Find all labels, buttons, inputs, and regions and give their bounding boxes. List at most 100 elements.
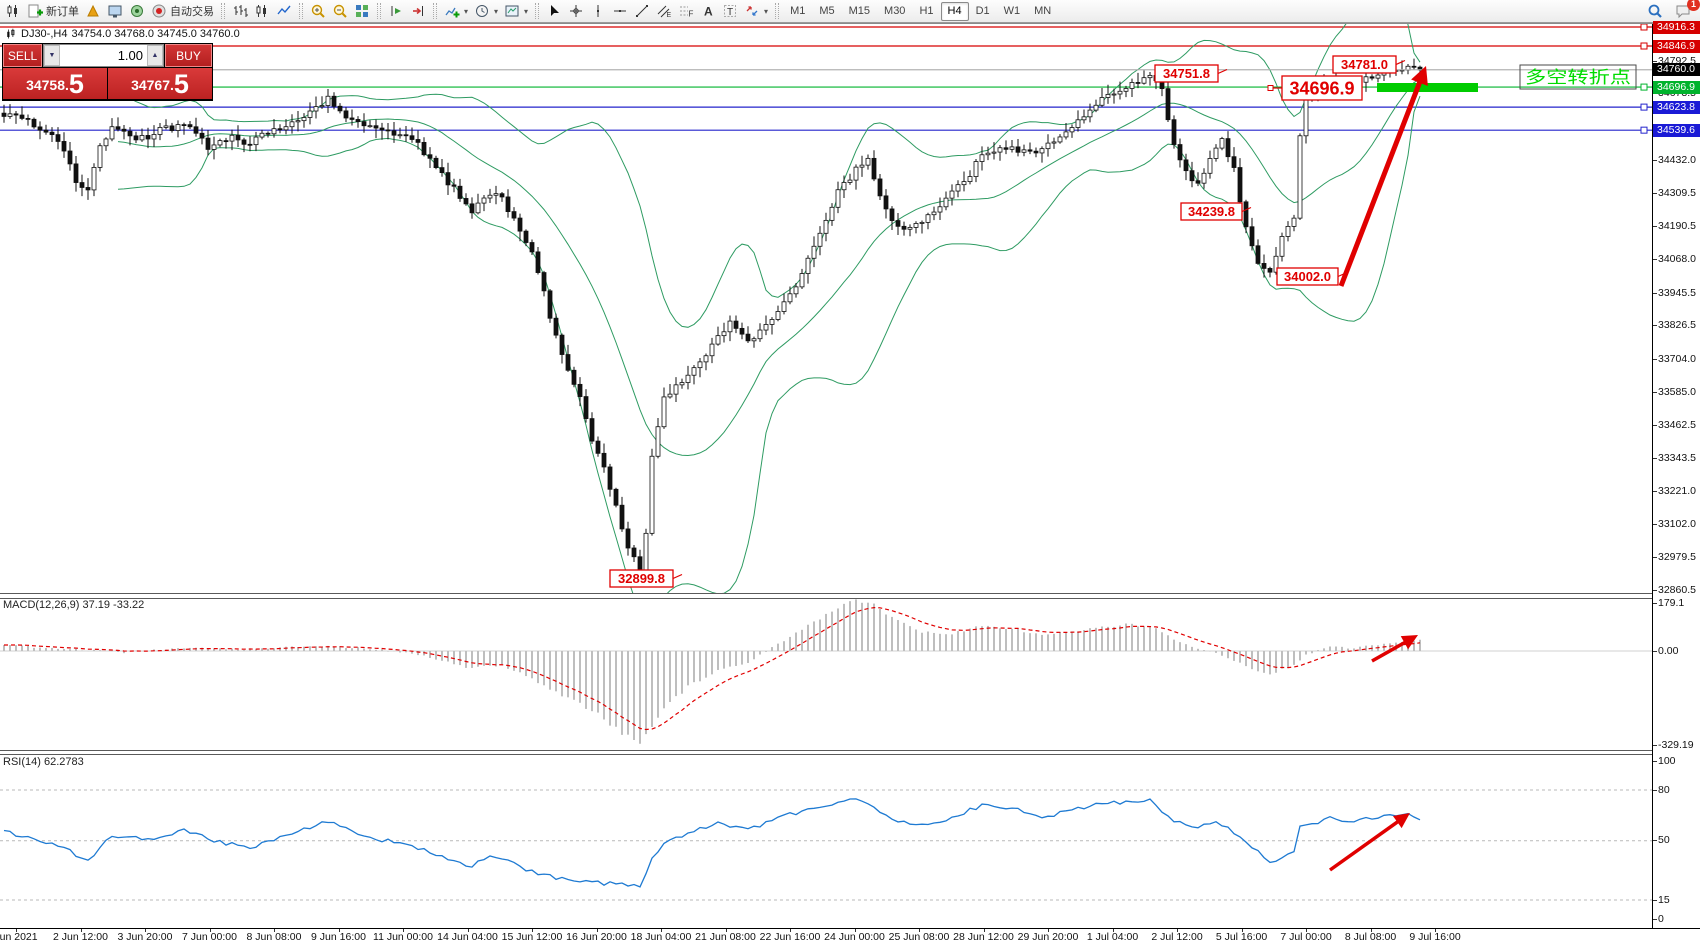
indicators-button[interactable]: ▾	[441, 2, 471, 21]
svg-text:34781.0: 34781.0	[1341, 57, 1388, 72]
time-tick-label: 9 Jul 16:00	[1409, 931, 1461, 943]
notifications-button[interactable]: 1	[1672, 0, 1700, 21]
text-button[interactable]: A	[697, 2, 719, 21]
new-order-button[interactable]: 新订单	[24, 2, 82, 21]
tile-windows-button[interactable]	[351, 2, 373, 21]
sell-price-display[interactable]: 34758. 5	[3, 68, 107, 99]
market-watch-button[interactable]	[104, 2, 126, 21]
price-chart[interactable]: 34751.8 34781.0 34696.9 34239.8 34002.0 32899…	[0, 24, 1652, 593]
green-level-bar[interactable]	[1377, 83, 1478, 92]
auto-scroll-button[interactable]	[385, 2, 407, 21]
time-tick-label: 25 Jun 08:00	[888, 931, 950, 943]
line-chart-button[interactable]	[273, 2, 295, 21]
volume-down-button[interactable]: ▼	[44, 45, 60, 66]
trendline-button[interactable]	[631, 2, 653, 21]
price-tick-label: 33704.0	[1658, 352, 1696, 365]
time-tick-mark	[80, 929, 82, 932]
timeframe-button-h4[interactable]: H4	[940, 1, 969, 21]
price-tick-label: 33102.0	[1658, 517, 1696, 530]
vertical-line-button[interactable]	[587, 2, 609, 21]
rsi-axis-label: 80	[1658, 784, 1670, 796]
timeframe-button-w1[interactable]: W1	[1003, 5, 1021, 17]
rsi-indicator-chart[interactable]	[0, 753, 1652, 927]
macd-axis-label: -329.19	[1658, 739, 1694, 751]
price-annotation[interactable]: 34751.8	[1154, 64, 1228, 83]
time-tick-mark	[919, 929, 920, 932]
price-annotation[interactable]: 32899.8	[609, 569, 683, 588]
periods-button[interactable]: ▾	[471, 2, 501, 21]
autotrading-button-label: 自动交易	[170, 6, 214, 18]
axis-tick-mark	[1653, 651, 1657, 652]
price-annotation[interactable]: 34781.0	[1332, 55, 1406, 74]
time-tick-label: 16 Jun 20:00	[566, 931, 627, 943]
axis-tick-mark	[1653, 93, 1657, 95]
autotrading-button[interactable]: 自动交易	[148, 2, 217, 21]
volume-up-button[interactable]: ▲	[147, 45, 163, 66]
price-tick-label: 34068.0	[1658, 253, 1696, 266]
price-annotation[interactable]: 34239.8	[1180, 202, 1252, 221]
chart-shift-button[interactable]	[407, 2, 429, 21]
timeframe-button-d1[interactable]: D1	[975, 5, 990, 17]
bar-chart-button[interactable]	[229, 2, 251, 21]
time-tick-label: 7 Jul 00:00	[1280, 931, 1332, 943]
chevron-down-icon[interactable]: ▾	[464, 6, 469, 16]
buy-price-main: 34767	[131, 77, 170, 93]
axis-tick-mark	[1653, 523, 1657, 525]
timeframe-button-mn[interactable]: MN	[1034, 5, 1052, 17]
buy-price-display[interactable]: 34767. 5	[108, 68, 212, 99]
text-label-button[interactable]: T	[719, 2, 741, 21]
timeframe-button-m15[interactable]: M15	[848, 5, 871, 17]
signals-button[interactable]	[126, 2, 148, 21]
sell-button[interactable]: SELL	[3, 44, 42, 67]
current-price-label: 34760.0	[1653, 63, 1700, 77]
candlestick-chart-button[interactable]	[251, 2, 273, 21]
chevron-down-icon[interactable]: ▾	[524, 6, 529, 16]
price-tick-label: 33343.5	[1658, 451, 1696, 464]
time-tick-mark	[1241, 929, 1243, 932]
macd-indicator-chart[interactable]	[0, 597, 1652, 750]
arrows-button[interactable]: ▾	[741, 2, 771, 21]
channel-button[interactable]: E	[653, 2, 675, 21]
cone-tool-button[interactable]	[82, 2, 104, 21]
time-tick-label: 24 Jun 00:00	[824, 931, 885, 943]
search-button[interactable]	[1644, 2, 1666, 21]
macd-panel-divider[interactable]	[0, 593, 1700, 599]
new-order-button-label: 新订单	[46, 6, 79, 18]
time-tick-label: Jun 2021	[0, 931, 38, 943]
timeframe-button-h1[interactable]: H1	[919, 5, 934, 17]
axis-tick-mark	[1653, 790, 1657, 791]
time-tick-mark	[854, 929, 856, 932]
templates-button[interactable]: ▾	[501, 2, 531, 21]
timeframe-button-m5[interactable]: M5	[819, 5, 835, 17]
chevron-down-icon[interactable]: ▾	[764, 6, 769, 16]
time-axis[interactable]: Jun 2021 2 Jun 12:00 3 Jun 20:00 7 Jun 00:0…	[0, 928, 1700, 943]
timeframe-button-m1[interactable]: M1	[790, 5, 806, 17]
fibonacci-button[interactable]: F	[675, 2, 697, 21]
price-annotation[interactable]: 34696.9	[1267, 75, 1363, 101]
zoom-in-button[interactable]	[307, 2, 329, 21]
volume-input[interactable]	[60, 45, 147, 66]
timeframe-button-m30[interactable]: M30	[884, 5, 906, 17]
chart-top-border	[0, 23, 1700, 24]
cursor-button[interactable]	[543, 2, 565, 21]
price-axis[interactable]: 34792.534673.534432.034309.534190.534068…	[1652, 20, 1700, 928]
zoom-out-button[interactable]	[329, 2, 351, 21]
time-tick-label: 22 Jun 16:00	[759, 931, 821, 943]
price-annotation[interactable]: 34002.0	[1276, 267, 1348, 286]
crosshair-button[interactable]	[565, 2, 587, 21]
time-tick-mark	[532, 929, 533, 932]
toolbar-separator	[221, 3, 225, 19]
svg-text:34696.9: 34696.9	[1289, 78, 1354, 98]
level-price-label: 34846.9	[1653, 39, 1700, 53]
time-tick-mark	[1048, 929, 1049, 932]
rsi-panel-divider[interactable]	[0, 750, 1700, 755]
price-tick-label: 33585.0	[1658, 385, 1696, 398]
macd-axis-label: 179.1	[1658, 597, 1685, 609]
time-tick-mark	[596, 929, 598, 932]
horizontal-line-button[interactable]	[609, 2, 631, 21]
turning-point-label[interactable]: 多空转折点	[1519, 64, 1637, 90]
axis-tick-mark	[1653, 745, 1657, 746]
time-tick-mark	[1306, 929, 1307, 932]
chevron-down-icon[interactable]: ▾	[494, 6, 499, 16]
buy-button[interactable]: BUY	[165, 44, 212, 67]
